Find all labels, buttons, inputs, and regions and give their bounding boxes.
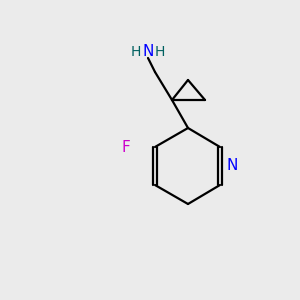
Text: N: N [142, 44, 154, 59]
Text: H: H [131, 45, 141, 59]
Text: N: N [226, 158, 237, 173]
Text: H: H [155, 45, 165, 59]
Text: F: F [121, 140, 130, 154]
